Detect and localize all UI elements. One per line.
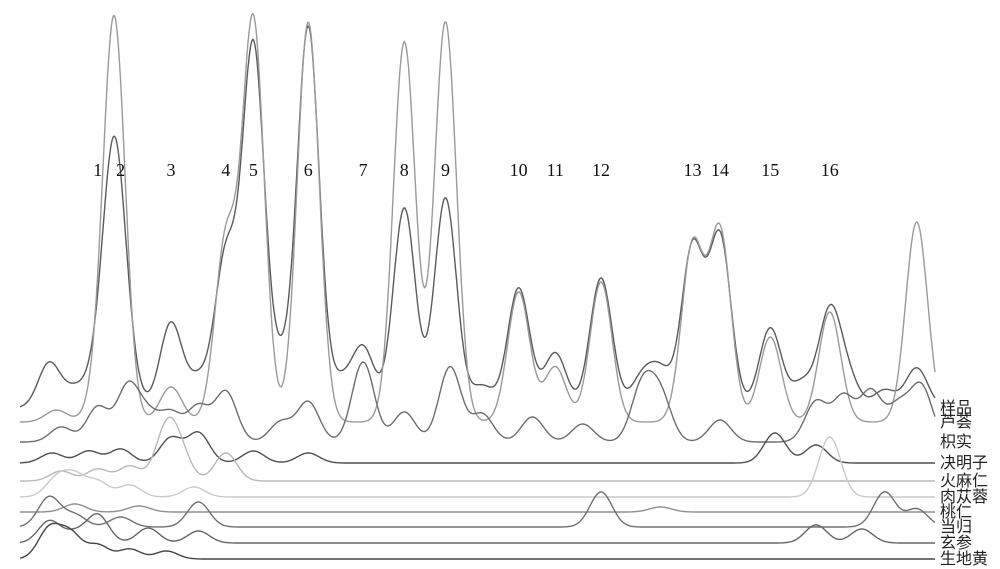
chromatogram-chart: 12345678910111213141516样品芦荟枳实决明子火麻仁肉苁蓉桃仁… [0, 0, 1000, 568]
peak-label-11: 11 [547, 160, 564, 181]
trace-4 [20, 417, 935, 481]
peak-label-8: 8 [400, 160, 409, 181]
trace-8 [20, 514, 935, 543]
trace-9 [20, 523, 935, 559]
trace-1 [20, 14, 935, 422]
peak-label-5: 5 [249, 160, 258, 181]
trace-0 [20, 26, 935, 407]
trace-3 [20, 432, 935, 463]
trace-2 [20, 362, 935, 442]
peak-label-6: 6 [304, 160, 313, 181]
peak-label-16: 16 [821, 160, 839, 181]
peak-label-3: 3 [166, 160, 175, 181]
peak-label-2: 2 [116, 160, 125, 181]
peak-label-15: 15 [761, 160, 779, 181]
peak-label-1: 1 [93, 160, 102, 181]
peak-label-14: 14 [711, 160, 729, 181]
peak-label-9: 9 [441, 160, 450, 181]
trace-label-9: 生地黄 [940, 545, 988, 569]
peak-label-7: 7 [359, 160, 368, 181]
trace-6 [20, 504, 935, 512]
trace-5 [20, 437, 935, 497]
peak-label-12: 12 [592, 160, 610, 181]
peak-label-13: 13 [684, 160, 702, 181]
peak-label-4: 4 [221, 160, 230, 181]
peak-label-10: 10 [510, 160, 528, 181]
chart-svg [0, 0, 1000, 568]
